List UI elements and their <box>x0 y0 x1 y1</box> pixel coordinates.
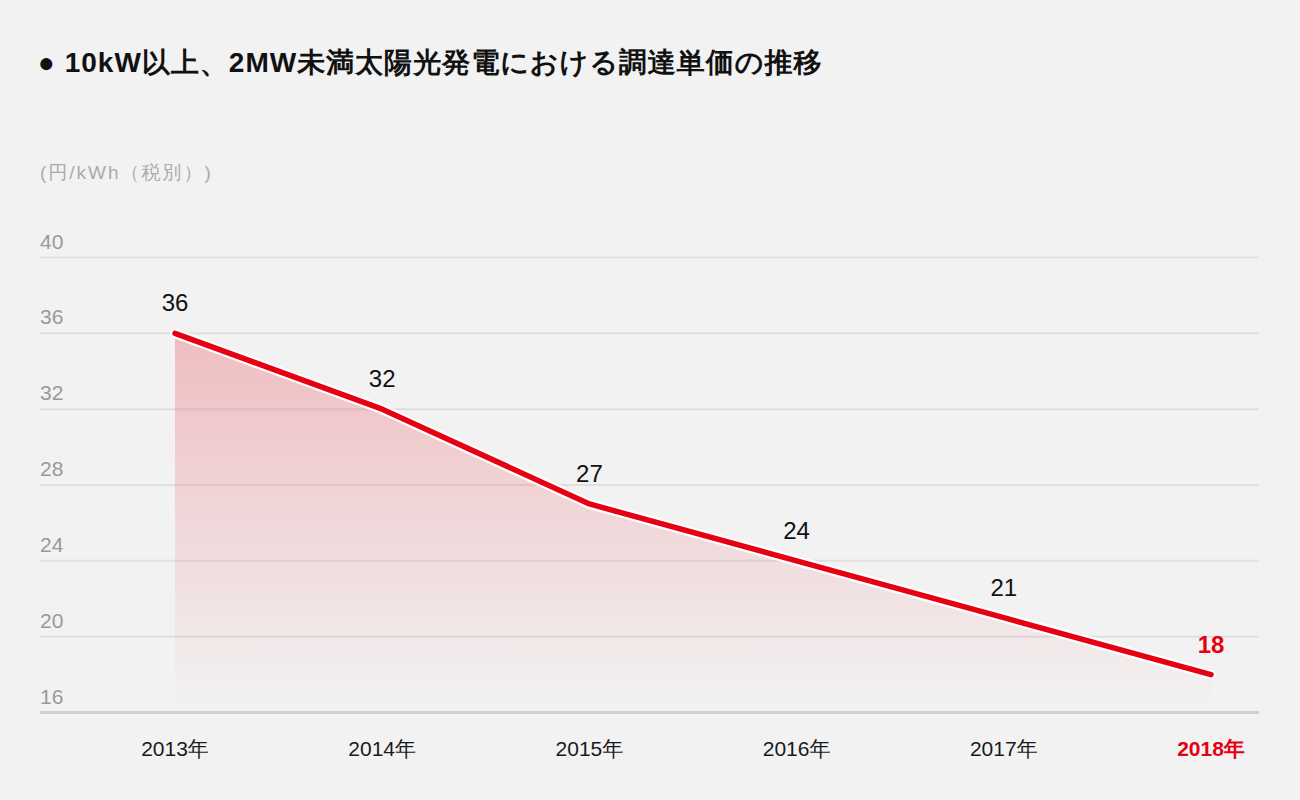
y-tick-label: 28 <box>40 457 63 480</box>
data-label: 24 <box>783 517 810 544</box>
data-label: 36 <box>162 289 189 316</box>
y-tick-label: 24 <box>40 533 64 556</box>
x-axis-label: 2014年 <box>348 737 416 760</box>
data-label: 32 <box>369 365 396 392</box>
y-tick-label: 20 <box>40 609 63 632</box>
x-axis-label: 2016年 <box>763 737 831 760</box>
x-axis-label: 2015年 <box>556 737 624 760</box>
x-axis-label: 2013年 <box>141 737 209 760</box>
y-tick-label: 32 <box>40 381 63 404</box>
data-label: 18 <box>1198 631 1225 658</box>
y-tick-label: 16 <box>40 685 63 708</box>
data-label: 27 <box>576 460 603 487</box>
chart-page: ● 10kW以上、2MW未満太陽光発電における調達単価の推移 (円/kWh（税別… <box>0 0 1300 800</box>
y-tick-label: 36 <box>40 305 63 328</box>
price-trend-line-chart: 40 36 32 28 24 20 16 36 32 27 24 21 18 2013年 2014年 2015… <box>0 0 1300 800</box>
y-tick-label: 40 <box>40 230 63 253</box>
data-label: 21 <box>990 574 1017 601</box>
x-axis-label: 2017年 <box>970 737 1038 760</box>
x-axis-label: 2018年 <box>1177 737 1245 760</box>
